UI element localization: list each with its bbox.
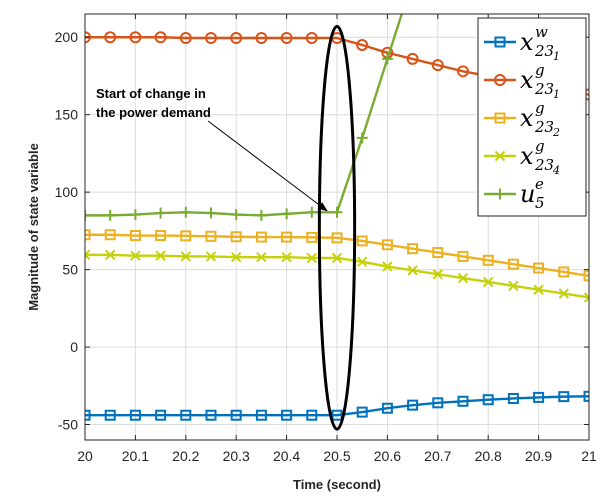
annotation-text: the power demand xyxy=(96,105,211,120)
legend-symbol: x xyxy=(520,28,534,56)
x-tick-label: 20.1 xyxy=(122,448,149,464)
x-tick-label: 20.6 xyxy=(374,448,401,464)
y-axis-label: Magnitude of state variable xyxy=(26,143,41,311)
x-axis-label: Time (second) xyxy=(293,477,381,492)
y-tick-label: 200 xyxy=(55,29,79,45)
legend-superscript: w xyxy=(535,23,548,41)
x-tick-label: 20.2 xyxy=(172,448,199,464)
legend-subscript: 23 xyxy=(534,80,554,98)
legend-subscript: 23 xyxy=(534,118,554,136)
y-tick-label: -50 xyxy=(58,417,78,433)
x-tick-label: 20.7 xyxy=(424,448,451,464)
legend-superscript: g xyxy=(535,99,545,117)
legend-subscript: 23 xyxy=(534,42,554,60)
line-chart: Start of change inthe power demand 20 20.… xyxy=(0,0,607,497)
legend-sub-subscript: 1 xyxy=(553,88,560,101)
legend-subscript: 23 xyxy=(534,156,554,174)
legend-subscript: 5 xyxy=(535,194,545,212)
x-tick-label: 21 xyxy=(581,448,597,464)
legend-sub-subscript: 2 xyxy=(552,126,560,139)
legend-superscript: g xyxy=(535,61,545,79)
x-tick-label: 20.5 xyxy=(323,448,350,464)
legend-sub-subscript: 4 xyxy=(552,164,560,177)
y-tick-label: 0 xyxy=(70,339,78,355)
legend-symbol: x xyxy=(520,142,534,170)
x-tick-label: 20.4 xyxy=(273,448,300,464)
legend-symbol: x xyxy=(520,66,534,94)
legend-sub-subscript: 1 xyxy=(553,50,560,63)
legend-symbol: u xyxy=(520,180,535,208)
annotation-text: Start of change in xyxy=(96,86,206,101)
y-tick-label: 100 xyxy=(55,184,79,200)
x-tick-label: 20.3 xyxy=(223,448,250,464)
x-tick-label: 20 xyxy=(77,448,93,464)
legend-superscript: e xyxy=(535,175,544,193)
legend-symbol: x xyxy=(520,104,534,132)
x-tick-label: 20.9 xyxy=(525,448,552,464)
x-tick-label: 20.8 xyxy=(475,448,502,464)
legend-superscript: g xyxy=(535,137,545,155)
y-tick-label: 150 xyxy=(55,107,79,123)
y-tick-label: 50 xyxy=(62,262,78,278)
